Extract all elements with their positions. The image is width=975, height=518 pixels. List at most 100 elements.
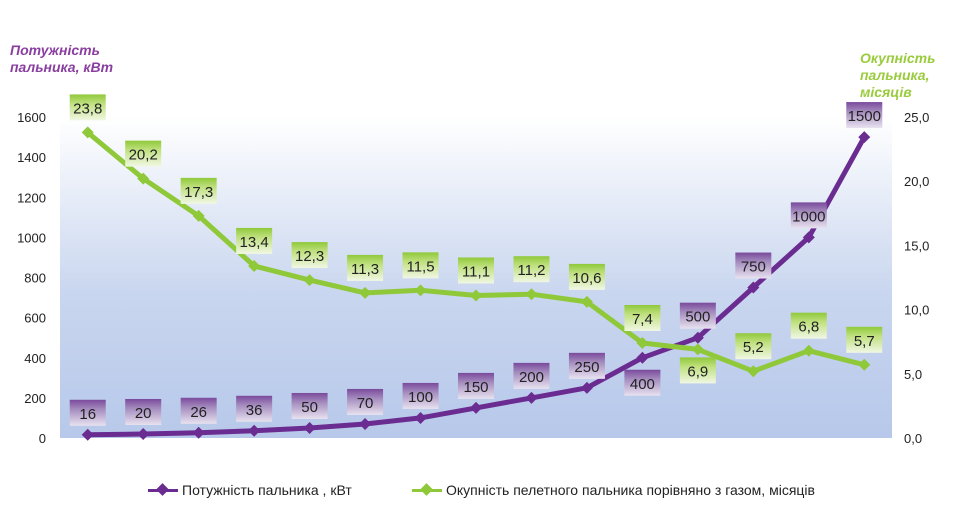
data-label-bg-power	[513, 362, 550, 389]
data-label-payback: 5,7	[854, 333, 875, 350]
data-label-power: 50	[301, 399, 318, 416]
data-label-power: 750	[741, 259, 766, 276]
data-label-bg-payback	[458, 257, 494, 284]
data-point-payback	[636, 336, 649, 349]
data-label-bg-power	[291, 392, 328, 419]
data-label-bg-payback	[347, 254, 384, 281]
left-axis-tick-label: 400	[24, 351, 46, 366]
data-point-power	[747, 281, 760, 294]
data-label-bg-payback	[402, 252, 439, 279]
data-label-power: 400	[630, 376, 655, 393]
left-axis-title: Потужність пальника, кВт	[10, 42, 114, 75]
data-label-payback: 6,9	[687, 363, 708, 380]
data-label-bg-power	[624, 369, 661, 396]
data-label-payback: 17,3	[184, 184, 213, 201]
data-point-payback	[137, 172, 150, 185]
left-axis-tick-label: 1000	[17, 230, 46, 245]
data-label-bg-power	[458, 372, 494, 399]
data-label-bg-power	[180, 397, 217, 424]
right-axis-tick-label: 20,0	[904, 174, 929, 189]
data-label-bg-payback	[568, 263, 605, 290]
data-label-bg-power	[679, 302, 716, 329]
data-label-bg-power	[69, 399, 106, 426]
data-point-power	[636, 351, 649, 364]
data-label-payback: 11,2	[517, 262, 545, 279]
left-axis-tick-label: 600	[24, 311, 46, 326]
data-point-payback	[747, 365, 760, 378]
data-label-power: 150	[463, 379, 488, 396]
data-point-power	[359, 417, 372, 430]
data-point-payback	[691, 343, 704, 356]
data-label-payback: 10,6	[572, 270, 601, 287]
data-label-power: 200	[519, 369, 544, 386]
right-axis-tick-label: 5,0	[904, 367, 922, 382]
data-label-payback: 6,8	[798, 319, 819, 336]
left-axis-tick-label: 1600	[17, 110, 46, 125]
data-point-payback	[81, 126, 94, 139]
right-axis-tick-label: 10,0	[904, 303, 929, 318]
data-label-power: 20	[135, 405, 152, 422]
data-point-payback	[470, 289, 482, 302]
data-label-bg-power	[402, 382, 439, 409]
legend: Потужність пальника , кВт Окупність пеле…	[0, 478, 975, 502]
data-point-payback	[802, 344, 815, 357]
data-point-power	[470, 401, 482, 414]
data-label-payback: 12,3	[295, 248, 324, 265]
data-label-power: 26	[190, 404, 207, 421]
data-point-power	[192, 426, 205, 439]
left-axis-tick-label: 1200	[17, 190, 46, 205]
legend-swatch-power	[148, 483, 178, 497]
data-label-bg-payback	[679, 357, 716, 384]
data-point-payback	[580, 295, 593, 308]
data-label-bg-power	[735, 252, 772, 279]
data-point-power	[691, 331, 704, 344]
data-point-power	[525, 391, 538, 404]
data-label-bg-payback	[291, 242, 328, 269]
left-axis-tick-label: 200	[24, 391, 46, 406]
left-axis-tick-label: 1400	[17, 150, 46, 165]
data-label-bg-power	[347, 388, 384, 415]
right-axis-tick-label: 25,0	[904, 110, 929, 125]
right-axis-title: Окупність пальника, місяців	[860, 50, 936, 100]
legend-item-power: Потужність пальника , кВт	[148, 478, 352, 502]
data-point-power	[802, 231, 815, 244]
data-point-power	[248, 424, 261, 437]
data-point-payback	[359, 286, 372, 299]
right-axis-tick-label: 15,0	[904, 238, 929, 253]
legend-swatch-payback	[412, 483, 442, 497]
data-label-payback: 13,4	[240, 234, 269, 251]
data-label-bg-payback	[624, 304, 661, 331]
data-label-bg-payback	[846, 326, 883, 353]
data-label-bg-payback	[735, 333, 772, 360]
data-label-power: 70	[357, 395, 374, 412]
data-label-bg-payback	[69, 94, 106, 121]
data-label-bg-payback	[790, 312, 827, 339]
data-label-bg-payback	[513, 256, 550, 283]
data-label-power: 250	[574, 359, 599, 376]
legend-item-payback: Окупність пелетного пальника порівняно з…	[412, 478, 815, 502]
data-point-power	[303, 421, 316, 434]
data-point-power	[414, 411, 427, 424]
data-label-bg-power	[846, 102, 883, 129]
data-point-power	[858, 131, 871, 144]
data-label-power: 36	[246, 402, 263, 419]
data-label-bg-power	[125, 398, 162, 425]
data-label-payback: 23,8	[73, 100, 102, 117]
data-point-power	[137, 427, 150, 440]
data-label-power: 1500	[848, 108, 881, 125]
data-label-payback: 20,2	[129, 147, 158, 164]
right-axis-tick-label: 0,0	[904, 431, 922, 446]
left-axis-tick-label: 800	[24, 271, 46, 286]
data-label-bg-power	[236, 395, 273, 422]
data-label-bg-power	[568, 352, 605, 379]
data-label-power: 100	[408, 389, 433, 406]
data-point-payback	[858, 358, 871, 371]
legend-label-power: Потужність пальника , кВт	[182, 482, 352, 498]
data-label-bg-payback	[180, 177, 217, 204]
data-point-payback	[414, 284, 427, 297]
data-point-payback	[192, 209, 205, 222]
data-label-power: 500	[685, 309, 710, 326]
data-point-payback	[525, 288, 538, 301]
data-label-payback: 11,5	[406, 258, 434, 275]
